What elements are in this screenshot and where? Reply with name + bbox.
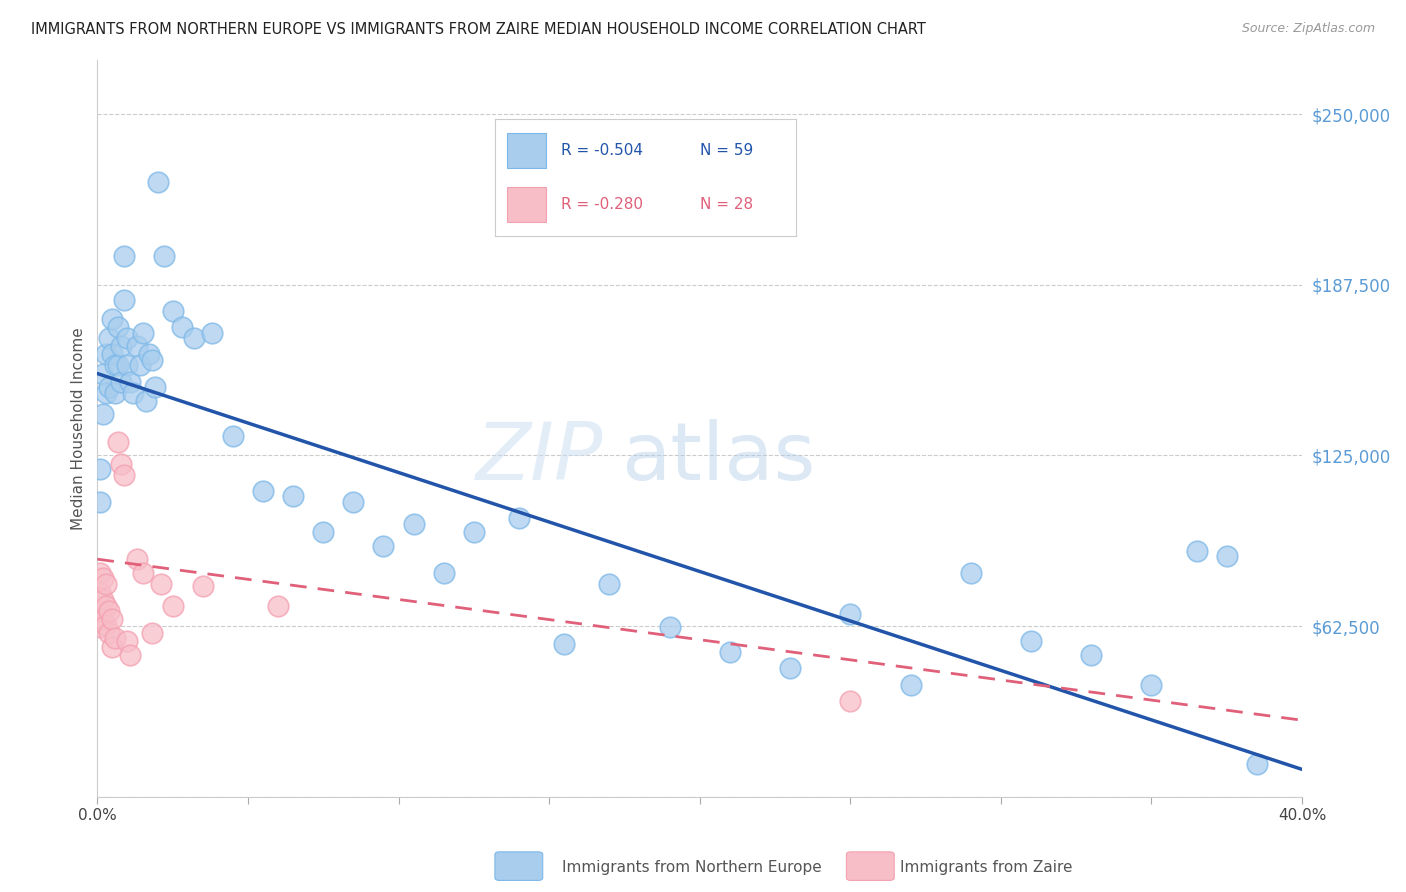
Point (508, 511, 530, 525)
Point (149, 576, 172, 591)
Point (598, 576, 620, 591)
Point (312, 524, 335, 539)
Point (658, 620, 681, 634)
Point (373, 539, 395, 553)
Point (281, 489, 304, 503)
Point (96, 599, 118, 613)
Point (201, 326, 224, 340)
Point (89, 462, 111, 476)
Point (107, 320, 129, 334)
Point (131, 566, 153, 580)
Point (959, 566, 981, 580)
Point (1216, 549, 1239, 564)
Point (162, 303, 184, 318)
Point (342, 495, 364, 509)
Point (143, 380, 166, 394)
Point (152, 249, 174, 263)
Point (101, 640, 124, 654)
Point (222, 429, 245, 443)
Point (120, 648, 142, 662)
Point (93, 593, 115, 607)
Point (267, 599, 290, 613)
Point (131, 326, 153, 340)
Point (110, 339, 132, 353)
Point (117, 331, 139, 345)
Point (839, 694, 862, 708)
Point (89, 620, 111, 634)
Point (122, 385, 145, 400)
Point (170, 320, 193, 334)
Point (402, 516, 425, 531)
Point (93, 408, 115, 422)
Point (120, 375, 142, 389)
Point (101, 347, 124, 361)
Point (110, 375, 132, 389)
Point (93, 571, 115, 585)
Point (138, 347, 160, 361)
Point (162, 599, 184, 613)
Point (107, 434, 129, 449)
Point (93, 612, 115, 626)
Point (101, 312, 124, 326)
Point (1019, 634, 1042, 648)
Point (135, 393, 157, 408)
Point (183, 331, 205, 345)
Text: Immigrants from Northern Europe: Immigrants from Northern Europe (562, 860, 823, 874)
Point (433, 566, 456, 580)
Point (553, 637, 575, 651)
Point (98, 604, 121, 618)
Point (104, 359, 127, 373)
Point (96, 385, 118, 400)
Point (191, 579, 214, 593)
Point (89, 585, 111, 599)
Point (146, 176, 169, 190)
Point (1080, 648, 1102, 662)
Point (89, 566, 111, 580)
Point (1140, 678, 1163, 692)
Point (1246, 756, 1268, 771)
Point (107, 359, 129, 373)
Point (718, 645, 741, 659)
Point (779, 661, 801, 675)
Text: atlas: atlas (621, 418, 815, 497)
Point (114, 293, 136, 307)
Point (96, 347, 118, 361)
Point (114, 249, 136, 263)
Point (98, 380, 121, 394)
Point (900, 678, 922, 692)
Point (839, 607, 862, 621)
Point (117, 634, 139, 648)
Text: IMMIGRANTS FROM NORTHERN EUROPE VS IMMIGRANTS FROM ZAIRE MEDIAN HOUSEHOLD INCOME: IMMIGRANTS FROM NORTHERN EUROPE VS IMMIG… (31, 22, 925, 37)
Point (110, 457, 132, 471)
Point (101, 612, 124, 626)
Text: Immigrants from Zaire: Immigrants from Zaire (900, 860, 1073, 874)
Point (93, 367, 115, 381)
Point (252, 483, 274, 498)
Point (463, 524, 485, 539)
Point (114, 467, 136, 482)
Point (96, 576, 118, 591)
Point (125, 552, 148, 566)
Point (89, 604, 111, 618)
Point (125, 339, 148, 353)
Point (89, 495, 111, 509)
Point (98, 331, 121, 345)
Text: ZIP: ZIP (477, 418, 603, 497)
Point (1185, 544, 1208, 558)
Point (141, 352, 163, 367)
Point (96, 617, 118, 632)
Text: Source: ZipAtlas.com: Source: ZipAtlas.com (1241, 22, 1375, 36)
Point (117, 359, 139, 373)
Point (128, 359, 150, 373)
Point (141, 626, 163, 640)
Y-axis label: Median Household Income: Median Household Income (72, 326, 86, 530)
Point (104, 385, 127, 400)
Point (98, 626, 121, 640)
Point (104, 632, 127, 646)
